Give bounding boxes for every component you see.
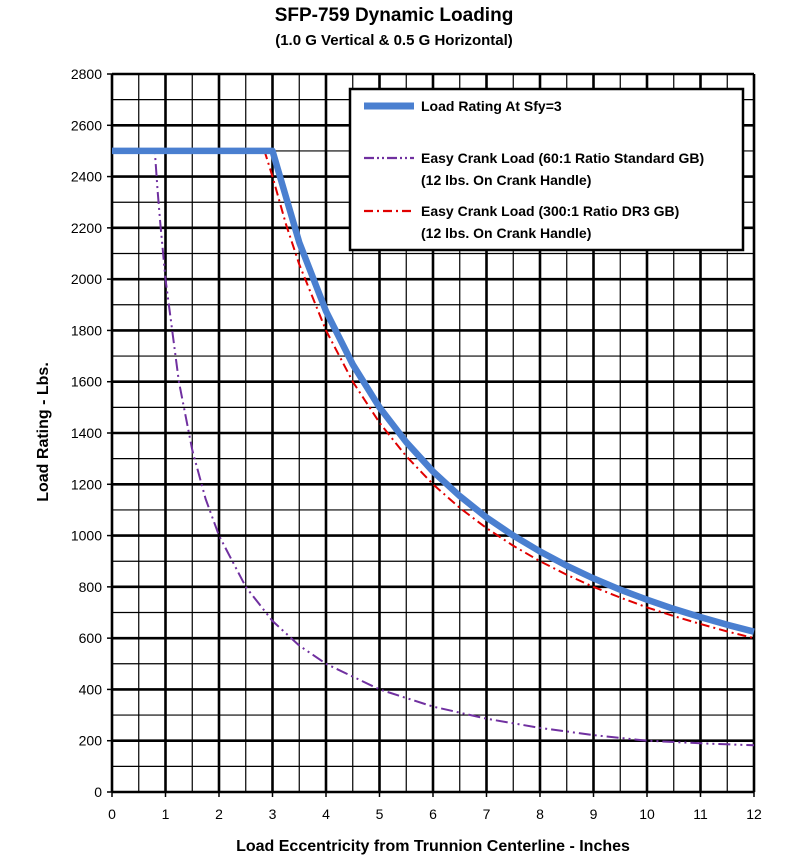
y-tick-label: 2400 xyxy=(71,169,102,185)
x-tick-label: 1 xyxy=(162,806,170,822)
y-tick-label: 2600 xyxy=(71,117,102,133)
legend-label-300-ratio: Easy Crank Load (300:1 Ratio DR3 GB) xyxy=(421,203,679,219)
x-tick-label: 3 xyxy=(269,806,277,822)
x-tick-label: 0 xyxy=(108,806,116,822)
legend-label-300-ratio-line2: (12 lbs. On Crank Handle) xyxy=(421,225,591,241)
series-lines xyxy=(112,147,755,747)
legend-box xyxy=(348,87,745,252)
legend-label-load-rating: Load Rating At Sfy=3 xyxy=(421,98,562,114)
x-tick-label: 5 xyxy=(376,806,384,822)
y-tick-label: 400 xyxy=(79,681,103,697)
y-tick-label: 2800 xyxy=(71,66,102,82)
series-line-0 xyxy=(112,147,755,635)
x-tick-label: 11 xyxy=(693,806,708,822)
legend-label-60-ratio-line2: (12 lbs. On Crank Handle) xyxy=(421,172,591,188)
chart-subtitle: (1.0 G Vertical & 0.5 G Horizontal) xyxy=(275,32,513,49)
legend-label-60-ratio: Easy Crank Load (60:1 Ratio Standard GB) xyxy=(421,150,704,166)
y-tick-label: 1800 xyxy=(71,322,102,338)
y-tick-label: 1200 xyxy=(71,476,102,492)
x-tick-label: 12 xyxy=(746,806,762,822)
y-tick-label: 800 xyxy=(79,579,103,595)
y-tick-label: 0 xyxy=(94,784,102,800)
series-line-1 xyxy=(112,149,755,747)
y-tick-label: 600 xyxy=(79,630,103,646)
series-line-2 xyxy=(112,149,755,640)
y-tick-label: 1400 xyxy=(71,425,102,441)
tick-labels: 0 1 2 3 4 5 6 7 8 9 10 11 12020040060080010001200140… xyxy=(71,66,762,822)
x-tick-label: 9 xyxy=(590,806,598,822)
legend: Load Rating At Sfy=3 Easy Crank Load (60… xyxy=(348,87,745,252)
x-tick-label: 6 xyxy=(429,806,437,822)
y-axis-label: Load Rating - Lbs. xyxy=(35,362,52,502)
x-tick-label: 2 xyxy=(215,806,223,822)
x-axis-label: Load Eccentricity from Trunnion Centerli… xyxy=(236,838,630,855)
y-tick-label: 1000 xyxy=(71,528,102,544)
x-tick-label: 7 xyxy=(483,806,491,822)
y-tick-label: 2000 xyxy=(71,271,102,287)
x-tick-label: 4 xyxy=(322,806,330,822)
x-tick-label: 8 xyxy=(536,806,544,822)
y-tick-label: 2200 xyxy=(71,220,102,236)
y-tick-label: 1600 xyxy=(71,374,102,390)
chart-title: SFP-759 Dynamic Loading xyxy=(275,5,514,26)
y-tick-label: 200 xyxy=(79,733,103,749)
x-tick-label: 10 xyxy=(639,806,655,822)
